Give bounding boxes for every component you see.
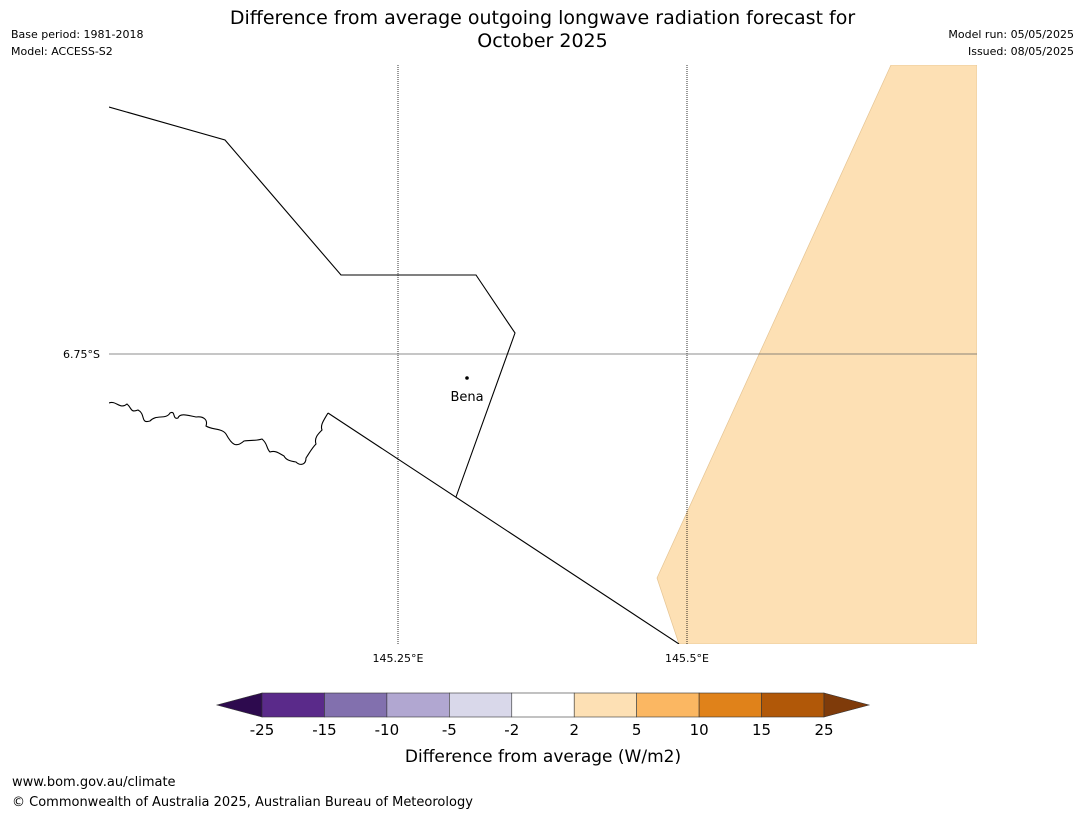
title-line-2: October 2025 — [477, 30, 608, 52]
colorbar-tick-label: -15 — [312, 721, 337, 739]
colorbar-tick-label: 10 — [690, 721, 709, 739]
bena-label: Bena — [450, 390, 483, 405]
website-text: www.bom.gov.au/climate — [12, 775, 176, 790]
river-coastline — [109, 401, 329, 465]
colorbar-tick-label: -10 — [375, 721, 400, 739]
colorbar-tick-label: 5 — [632, 721, 642, 739]
header-meta-right: Model run: 05/05/2025 Issued: 08/05/2025 — [948, 26, 1074, 60]
colorbar-bin-5 — [573, 692, 637, 718]
longitude-label-145-25: 145.25°E — [373, 652, 424, 665]
colorbar-bin-0 — [261, 692, 325, 718]
colorbar-bin-2 — [386, 692, 450, 718]
colorbar-tick-label: 25 — [814, 721, 833, 739]
colorbar-bin-6 — [636, 692, 700, 718]
header-meta-left: Base period: 1981-2018 Model: ACCESS-S2 — [11, 26, 143, 60]
colorbar-bin-3 — [449, 692, 513, 718]
district-boundary — [327, 412, 680, 644]
map-canvas: Bena 6.75°S 145.25°E 145.5°E — [63, 65, 977, 665]
colorbar-bin-4 — [511, 692, 575, 718]
bena-marker — [465, 376, 469, 380]
colorbar-bin-8 — [761, 692, 825, 718]
colorbar-bin-1 — [324, 692, 388, 718]
map-title: Difference from average outgoing longwav… — [0, 7, 1085, 53]
colorbar-low-arrow — [215, 692, 263, 718]
copyright-text: © Commonwealth of Australia 2025, Austra… — [12, 795, 473, 810]
colorbar-tick-label: -2 — [504, 721, 519, 739]
colorbar-tick-label: 15 — [752, 721, 771, 739]
colorbar: -25 -15 -10 -5 -2 2 5 10 15 25 Difference from av… — [215, 692, 871, 767]
issued-text: Issued: 08/05/2025 — [967, 45, 1074, 58]
base-period-text: Base period: 1981-2018 — [11, 28, 144, 41]
colorbar-tick-label: -25 — [250, 721, 275, 739]
colorbar-tick-label: -5 — [442, 721, 457, 739]
province-boundary — [109, 106, 516, 498]
forecast-shaded-region — [656, 65, 977, 644]
colorbar-label: Difference from average (W/m2) — [405, 747, 681, 767]
title-line-1: Difference from average outgoing longwav… — [229, 7, 856, 29]
longitude-label-145-5: 145.5°E — [665, 652, 709, 665]
colorbar-tick-label: 2 — [569, 721, 579, 739]
model-run-text: Model run: 05/05/2025 — [948, 28, 1074, 41]
model-text: Model: ACCESS-S2 — [11, 45, 113, 58]
colorbar-bin-7 — [698, 692, 762, 718]
colorbar-high-arrow — [823, 692, 871, 718]
latitude-label: 6.75°S — [63, 348, 100, 361]
